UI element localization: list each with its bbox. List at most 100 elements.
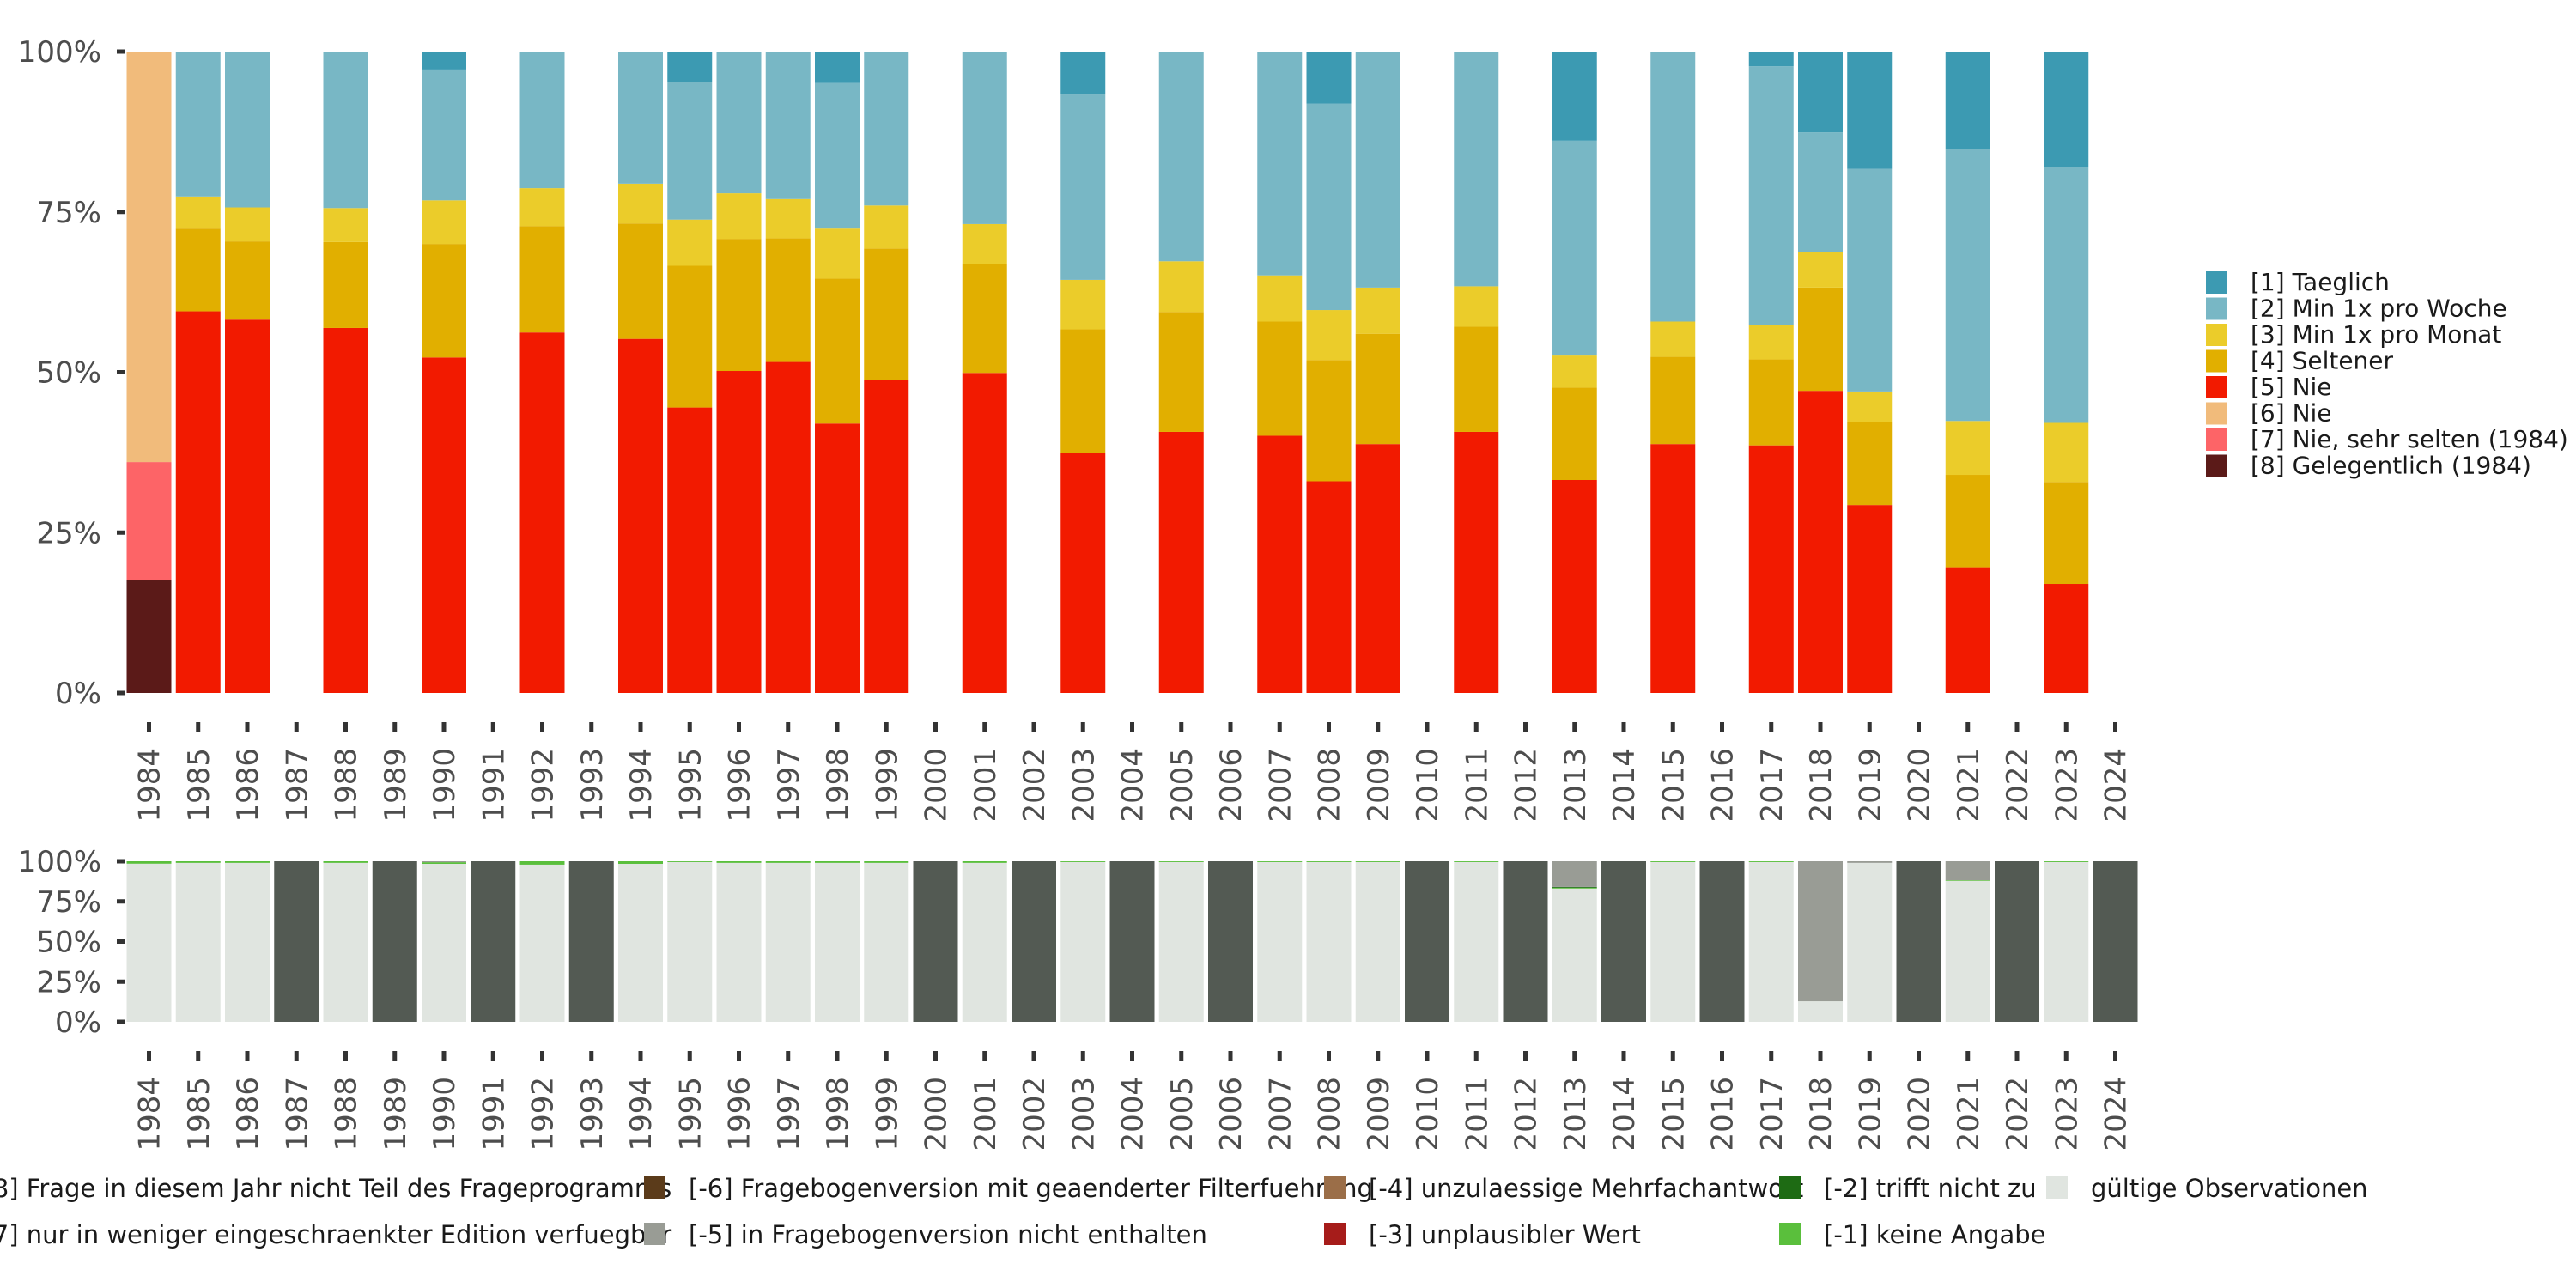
top-x-tick-mark bbox=[1376, 722, 1381, 732]
top-y-tick-label: 75% bbox=[36, 196, 101, 230]
top-y-tick-mark bbox=[117, 370, 125, 374]
bottom-x-tick-label: 1998 bbox=[821, 1077, 855, 1151]
top-x-tick-label: 1994 bbox=[624, 748, 659, 823]
top-bar-1995-5 bbox=[667, 407, 713, 693]
top-x-axis: 1984 1985 1986 1987 1988 1989 1990 1991 1992 1993… bbox=[133, 722, 2134, 823]
bottom-x-tick-label: 1992 bbox=[526, 1077, 561, 1151]
bottom-x-tick-label: 2002 bbox=[1018, 1077, 1052, 1151]
bottom-bar-2007-valid bbox=[1257, 861, 1303, 1022]
bottom-bar-2013-m5 bbox=[1552, 861, 1597, 887]
top-x-tick-label: 2011 bbox=[1460, 748, 1494, 823]
bottom-legend-swatch-m6 bbox=[644, 1176, 665, 1199]
bottom-legend: [-8] Frage in diesem Jahr nicht Teil des… bbox=[0, 1174, 2368, 1249]
bottom-legend-label-m2: [-2] trifft nicht zu bbox=[1824, 1174, 2037, 1203]
top-y-tick-mark bbox=[117, 690, 125, 696]
bottom-x-tick-label: 2009 bbox=[1362, 1077, 1396, 1151]
bottom-x-tick-mark bbox=[1277, 1051, 1282, 1061]
top-bar-1992-2 bbox=[519, 52, 565, 189]
bottom-x-tick-label: 2022 bbox=[2001, 1077, 2035, 1151]
top-bar-2003-3 bbox=[1060, 279, 1106, 330]
top-x-tick-label: 1985 bbox=[182, 748, 216, 823]
bottom-x-tick-label: 2000 bbox=[920, 1077, 954, 1151]
bottom-bar-2020-m8 bbox=[1896, 861, 1941, 1022]
bottom-x-tick-label: 1985 bbox=[182, 1077, 216, 1151]
top-bar-2007-3 bbox=[1257, 275, 1303, 322]
top-bar-1997-2 bbox=[765, 52, 811, 199]
bottom-legend-label-m5: [-5] in Fragebogenversion nicht enthalte… bbox=[689, 1220, 1207, 1249]
bottom-bar-1986-valid bbox=[225, 862, 270, 1022]
top-x-tick-label: 2005 bbox=[1165, 748, 1200, 823]
bottom-x-tick-mark bbox=[835, 1051, 840, 1061]
bottom-x-tick-label: 2011 bbox=[1460, 1077, 1494, 1151]
top-x-tick-label: 1995 bbox=[673, 748, 708, 823]
top-bar-1997-4 bbox=[765, 238, 811, 362]
bottom-bar-1988-m1 bbox=[323, 861, 368, 863]
top-y-tick-label: 50% bbox=[36, 356, 101, 391]
bottom-legend-label-m7: [-7] nur in weniger eingeschraenkter Edi… bbox=[0, 1220, 671, 1249]
top-bar-1988-5 bbox=[323, 327, 368, 693]
top-bar-1997-3 bbox=[765, 198, 811, 239]
bottom-x-tick-label: 2012 bbox=[1510, 1077, 1544, 1151]
bottom-bar-1984-m1 bbox=[126, 861, 172, 864]
top-x-tick-label: 2007 bbox=[1263, 748, 1297, 823]
bottom-legend-label-m6: [-6] Fragebogenversion mit geaenderter F… bbox=[689, 1174, 1373, 1203]
bottom-bar-1993-m8 bbox=[568, 861, 614, 1022]
top-bar-1986-5 bbox=[225, 319, 270, 693]
top-bar-2007-5 bbox=[1257, 435, 1303, 693]
top-x-tick-mark bbox=[245, 722, 250, 732]
bottom-bar-1994-m1 bbox=[618, 861, 663, 864]
top-x-tick-mark bbox=[2113, 722, 2117, 732]
bottom-x-tick-mark bbox=[1523, 1051, 1528, 1061]
bottom-y-tick-mark bbox=[117, 979, 125, 984]
bottom-x-tick-label: 1999 bbox=[870, 1077, 904, 1151]
bottom-x-tick-mark bbox=[933, 1051, 938, 1061]
bottom-legend-label-m1: [-1] keine Angabe bbox=[1824, 1220, 2046, 1249]
bottom-x-tick-mark bbox=[2014, 1051, 2020, 1061]
top-bar-2001-4 bbox=[962, 264, 1007, 374]
top-x-tick-label: 2020 bbox=[1903, 748, 1937, 823]
bottom-bar-2018-valid bbox=[1798, 1001, 1843, 1022]
bottom-legend-swatch-m2 bbox=[1779, 1176, 1801, 1199]
top-x-tick-label: 1984 bbox=[133, 748, 167, 823]
top-bar-2003-1 bbox=[1060, 52, 1106, 95]
top-x-tick-mark bbox=[1965, 722, 1971, 732]
bottom-bar-2014-m8 bbox=[1601, 861, 1646, 1022]
bottom-x-tick-mark bbox=[490, 1051, 495, 1061]
top-bar-1984-7 bbox=[126, 462, 172, 580]
top-bar-1990-1 bbox=[422, 52, 466, 70]
bottom-legend-label-valid: gültige Observationen bbox=[2091, 1174, 2368, 1203]
top-bar-1998-2 bbox=[815, 82, 860, 229]
bottom-bar-1985-valid bbox=[175, 862, 221, 1022]
top-bar-1995-1 bbox=[667, 52, 713, 82]
bottom-x-tick-label: 1984 bbox=[133, 1077, 167, 1151]
bottom-legend-swatch-m3 bbox=[1324, 1223, 1346, 1245]
bottom-x-tick-label: 2010 bbox=[1411, 1077, 1445, 1151]
top-bar-2009-5 bbox=[1355, 444, 1400, 693]
bottom-x-tick-mark bbox=[1818, 1051, 1823, 1061]
top-x-tick-label: 1991 bbox=[477, 748, 511, 823]
top-bar-2019-3 bbox=[1847, 391, 1893, 422]
top-x-tick-mark bbox=[343, 722, 348, 732]
bottom-bar-2011-valid bbox=[1454, 861, 1499, 1022]
top-bar-1996-2 bbox=[716, 52, 762, 194]
bottom-x-tick-mark bbox=[1376, 1051, 1381, 1061]
top-bar-2009-3 bbox=[1355, 287, 1400, 334]
bottom-bar-2003-valid bbox=[1060, 861, 1106, 1022]
bottom-bar-2019-m5 bbox=[1847, 861, 1893, 863]
bottom-x-tick-label: 2020 bbox=[1903, 1077, 1937, 1151]
top-bar-1997-5 bbox=[765, 361, 811, 693]
top-x-tick-label: 2023 bbox=[2050, 748, 2084, 823]
bottom-x-tick-label: 1993 bbox=[575, 1077, 610, 1151]
bottom-bar-1998-valid bbox=[815, 862, 860, 1022]
top-x-tick-label: 2019 bbox=[1853, 748, 1887, 823]
bottom-bar-1999-valid bbox=[864, 862, 909, 1022]
top-bar-1994-4 bbox=[618, 223, 663, 339]
bottom-y-tick-mark bbox=[117, 899, 125, 904]
bottom-bar-2010-m8 bbox=[1405, 861, 1449, 1022]
top-x-tick-label: 2024 bbox=[2099, 748, 2134, 823]
top-bar-2021-1 bbox=[1945, 52, 1990, 149]
legend-label-7: [7] Nie, sehr selten (1984) bbox=[2251, 425, 2568, 453]
top-x-tick-label: 2017 bbox=[1755, 748, 1789, 823]
top-bar-2013-1 bbox=[1552, 52, 1597, 141]
bottom-bar-2001-valid bbox=[962, 862, 1007, 1022]
